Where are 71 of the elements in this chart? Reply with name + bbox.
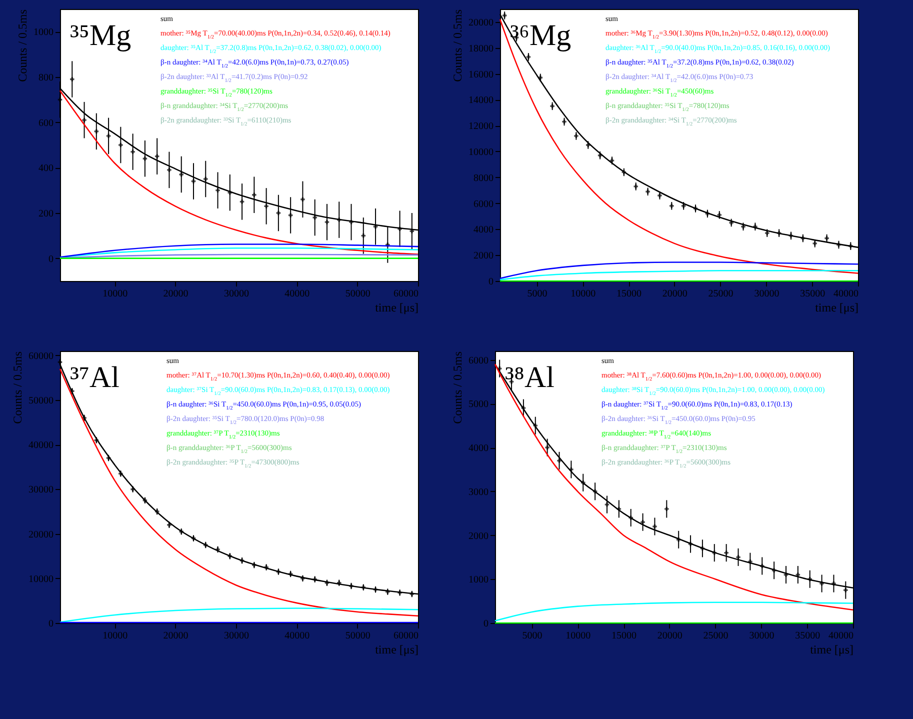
- x-tick-label: 20000: [163, 288, 188, 300]
- x-tick-label: 50000: [345, 630, 370, 642]
- x-tick-label: 20000: [657, 630, 682, 642]
- x-tick-label: 35000: [800, 288, 826, 300]
- y-tick-label: 20000: [28, 529, 54, 540]
- y-tick-label: 2000: [474, 250, 494, 262]
- y-tick-label: 30000: [28, 484, 54, 496]
- y-tick-label: 10000: [468, 146, 494, 158]
- y-tick-label: 1000: [468, 574, 488, 586]
- y-tick-label: 2000: [468, 530, 488, 542]
- x-tick-label: 10000: [102, 288, 128, 300]
- x-tick-label: 10000: [102, 630, 128, 642]
- y-tick-label: 14000: [468, 95, 494, 106]
- annotation: ³⁸Al: [505, 361, 554, 394]
- x-axis-title: time [μs]: [810, 642, 854, 656]
- x-axis-title: time [μs]: [815, 300, 858, 314]
- x-tick-label: 30000: [224, 630, 249, 642]
- x-axis-title: time [μs]: [375, 642, 418, 656]
- x-tick-label: 20000: [163, 630, 188, 642]
- annotation: ³⁷Al: [70, 361, 120, 394]
- x-tick-label: 25000: [703, 630, 728, 642]
- y-tick-label: 8000: [474, 172, 494, 184]
- x-tick-label: 10000: [570, 288, 596, 300]
- annotation: ³⁶Mg: [510, 19, 572, 52]
- y-tick-label: 0: [48, 618, 54, 630]
- x-tick-label: 40000: [828, 630, 854, 642]
- y-tick-label: 1000: [34, 27, 54, 38]
- y-tick-label: 200: [38, 208, 54, 220]
- y-tick-label: 800: [38, 72, 54, 84]
- x-tick-label: 10000: [566, 630, 591, 642]
- y-tick-label: 6000: [474, 198, 494, 210]
- y-tick-label: 16000: [468, 69, 494, 80]
- x-axis-title: time [μs]: [375, 300, 418, 314]
- y-tick-label: 18000: [468, 43, 494, 54]
- x-tick-label: 40000: [834, 288, 858, 300]
- x-tick-label: 40000: [284, 630, 310, 642]
- x-tick-label: 50000: [345, 288, 370, 300]
- y-tick-label: 6000: [468, 355, 488, 366]
- x-tick-label: 60000: [394, 630, 418, 642]
- y-tick-label: 600: [38, 118, 54, 129]
- y-tick-label: 4000: [474, 224, 494, 236]
- y-tick-label: 0: [488, 276, 494, 288]
- y-tick-label: 400: [38, 163, 54, 174]
- x-tick-label: 15000: [616, 288, 642, 300]
- x-tick-label: 20000: [662, 288, 688, 300]
- x-tick-label: 5000: [522, 630, 542, 642]
- y-axis-title: Counts / 0.5ms: [450, 351, 464, 424]
- x-tick-label: 30000: [224, 288, 249, 300]
- y-tick-label: 12000: [468, 121, 494, 132]
- x-tick-label: 30000: [749, 630, 774, 642]
- y-tick-label: 50000: [28, 396, 54, 407]
- y-tick-label: 3000: [468, 486, 488, 498]
- x-tick-label: 40000: [284, 288, 310, 300]
- y-axis-title: Counts / 0.5ms: [10, 351, 24, 424]
- annotation: ³⁵Mg: [70, 19, 132, 52]
- x-tick-label: 15000: [612, 630, 637, 642]
- y-tick-label: 4000: [468, 443, 488, 454]
- x-tick-label: 25000: [708, 288, 734, 300]
- y-tick-label: 60000: [28, 350, 54, 362]
- y-tick-label: 5000: [468, 399, 488, 410]
- x-tick-label: 30000: [754, 288, 780, 300]
- y-tick-label: 10000: [28, 574, 54, 585]
- y-axis-title: Counts / 0.5ms: [16, 9, 30, 82]
- x-tick-label: 5000: [527, 288, 548, 300]
- x-tick-label: 60000: [394, 288, 418, 300]
- y-tick-label: 0: [484, 618, 488, 630]
- y-tick-label: 20000: [468, 17, 494, 28]
- y-tick-label: 40000: [28, 440, 54, 452]
- y-tick-label: 0: [48, 254, 54, 265]
- y-axis-title: Counts / 0.5ms: [450, 9, 464, 82]
- x-tick-label: 35000: [795, 630, 820, 642]
